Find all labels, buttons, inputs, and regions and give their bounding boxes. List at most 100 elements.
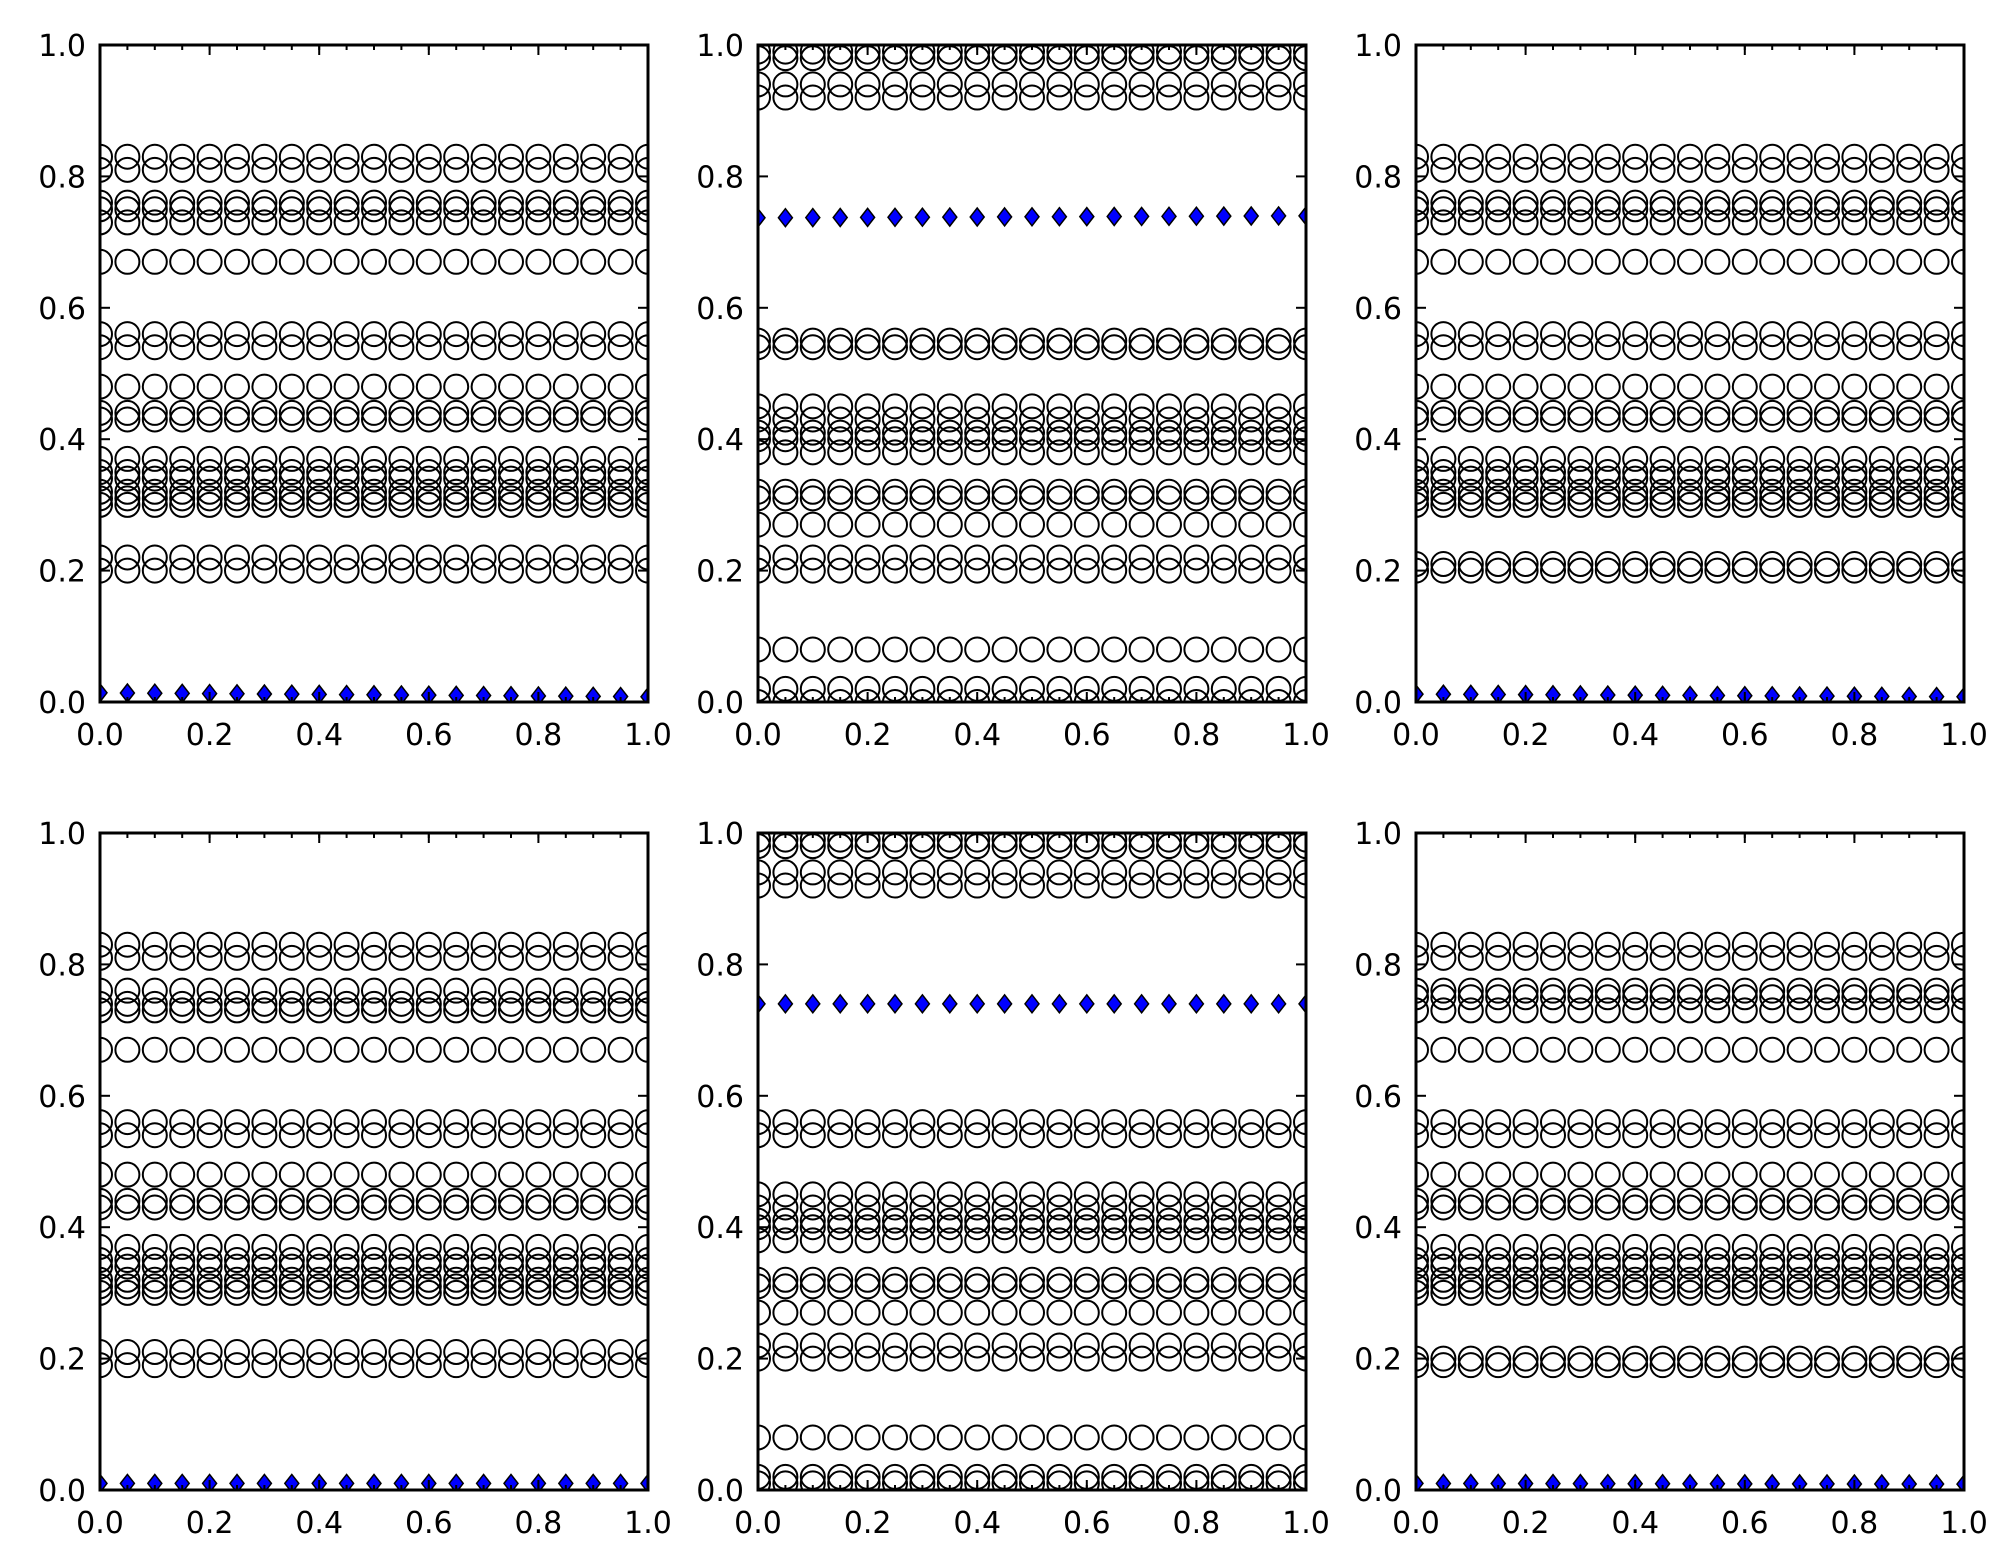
data-point-circle bbox=[306, 445, 333, 472]
data-point-circle bbox=[1951, 931, 1964, 958]
data-point-circle bbox=[141, 1266, 168, 1293]
data-point-circle bbox=[1046, 833, 1073, 853]
data-point-circle bbox=[1073, 1299, 1100, 1326]
data-point-circle bbox=[1677, 1036, 1703, 1063]
data-point-circle bbox=[1019, 859, 1045, 886]
data-point-circle bbox=[415, 399, 442, 426]
x-tick-label: 0.6 bbox=[1063, 1506, 1111, 1541]
data-point-circle bbox=[470, 465, 497, 492]
data-point-circle bbox=[141, 321, 168, 348]
data-point-circle bbox=[936, 1109, 963, 1136]
data-point-circle bbox=[1210, 1181, 1237, 1208]
data-point-circle bbox=[1786, 209, 1813, 236]
data-point-diamond bbox=[1572, 684, 1589, 702]
data-point-circle bbox=[1457, 1247, 1484, 1274]
data-point-circle bbox=[224, 931, 250, 958]
data-point-circle bbox=[758, 1332, 771, 1359]
data-point-circle bbox=[169, 1352, 196, 1379]
data-point-circle bbox=[882, 511, 908, 538]
data-point-circle bbox=[1567, 1266, 1594, 1293]
data-point-circle bbox=[1238, 1227, 1265, 1254]
data-point-circle bbox=[909, 1207, 936, 1234]
data-point-circle bbox=[1430, 557, 1457, 584]
data-point-circle bbox=[1677, 551, 1703, 578]
data-point-circle bbox=[854, 1227, 881, 1254]
data-point-circle bbox=[854, 1345, 881, 1372]
data-point-circle bbox=[1759, 977, 1786, 1004]
data-point-circle bbox=[224, 189, 250, 216]
data-point-circle bbox=[1238, 557, 1265, 584]
data-point-circle bbox=[1649, 465, 1676, 492]
data-point-circle bbox=[964, 439, 991, 466]
data-point-diamond bbox=[832, 993, 849, 1015]
data-point-circle bbox=[388, 445, 415, 472]
data-point-circle bbox=[361, 557, 387, 584]
data-point-circle bbox=[1156, 557, 1182, 584]
data-point-diamond bbox=[448, 685, 465, 702]
data-point-circle bbox=[909, 485, 936, 512]
data-point-circle bbox=[1265, 334, 1292, 361]
data-point-circle bbox=[415, 1273, 442, 1300]
data-point-circle bbox=[1293, 859, 1306, 886]
data-point-circle bbox=[1896, 944, 1923, 971]
data-point-circle bbox=[1649, 445, 1676, 472]
data-point-circle bbox=[580, 445, 607, 472]
data-point-circle bbox=[443, 977, 470, 1004]
data-point-circle bbox=[1019, 833, 1045, 853]
data-point-circle bbox=[306, 1036, 333, 1063]
data-point-diamond bbox=[475, 685, 492, 702]
data-point-circle bbox=[100, 977, 113, 1004]
x-tick-label: 0.6 bbox=[1063, 718, 1111, 753]
data-point-circle bbox=[827, 1227, 854, 1254]
data-point-circle bbox=[196, 1253, 223, 1280]
data-point-circle bbox=[1210, 426, 1237, 453]
data-point-circle bbox=[1430, 1253, 1457, 1280]
data-point-circle bbox=[388, 156, 415, 183]
data-point-diamond bbox=[1298, 205, 1306, 227]
data-point-circle bbox=[443, 1122, 470, 1149]
data-point-circle bbox=[1786, 1266, 1813, 1293]
data-point-circle bbox=[361, 1247, 387, 1274]
data-point-diamond bbox=[366, 684, 382, 702]
data-point-circle bbox=[1868, 557, 1895, 584]
data-point-circle bbox=[1210, 636, 1237, 663]
data-point-circle bbox=[361, 931, 387, 958]
data-point-circle bbox=[251, 406, 278, 433]
plot-frame bbox=[756, 831, 1308, 1492]
data-point-circle bbox=[525, 189, 552, 216]
data-point-circle bbox=[415, 445, 442, 472]
data-point-circle bbox=[1622, 944, 1649, 971]
data-point-circle bbox=[1073, 478, 1100, 505]
data-point-circle bbox=[1238, 419, 1265, 446]
data-point-circle bbox=[1567, 984, 1594, 1011]
data-point-circle bbox=[1759, 1273, 1786, 1300]
data-point-circle bbox=[251, 1233, 278, 1260]
data-point-circle bbox=[1156, 511, 1182, 538]
data-point-circle bbox=[1183, 45, 1210, 65]
data-point-circle bbox=[1046, 557, 1073, 584]
data-point-circle bbox=[1814, 334, 1840, 361]
data-point-circle bbox=[1594, 944, 1621, 971]
data-point-circle bbox=[525, 465, 552, 492]
data-point-circle bbox=[1896, 1352, 1923, 1379]
data-point-circle bbox=[1457, 478, 1484, 505]
data-point-circle bbox=[1759, 1253, 1786, 1280]
data-point-diamond bbox=[1188, 993, 1205, 1015]
y-tick-label: 0.4 bbox=[1354, 423, 1402, 458]
data-point-circle bbox=[1951, 399, 1964, 426]
data-point-circle bbox=[169, 1253, 196, 1280]
data-point-circle bbox=[607, 399, 634, 426]
data-point-circle bbox=[100, 1109, 113, 1136]
data-point-circle bbox=[1101, 1109, 1128, 1136]
data-point-circle bbox=[1183, 1332, 1210, 1359]
data-point-circle bbox=[1841, 459, 1868, 486]
data-point-circle bbox=[141, 544, 168, 571]
data-point-circle bbox=[1512, 1352, 1539, 1379]
data-point-circle bbox=[388, 1266, 415, 1293]
data-point-circle bbox=[1622, 931, 1649, 958]
data-point-circle bbox=[909, 439, 936, 466]
data-point-circle bbox=[1457, 1194, 1484, 1221]
data-point-circle bbox=[361, 1253, 387, 1280]
data-point-circle bbox=[388, 399, 415, 426]
data-point-circle bbox=[1951, 1352, 1964, 1379]
